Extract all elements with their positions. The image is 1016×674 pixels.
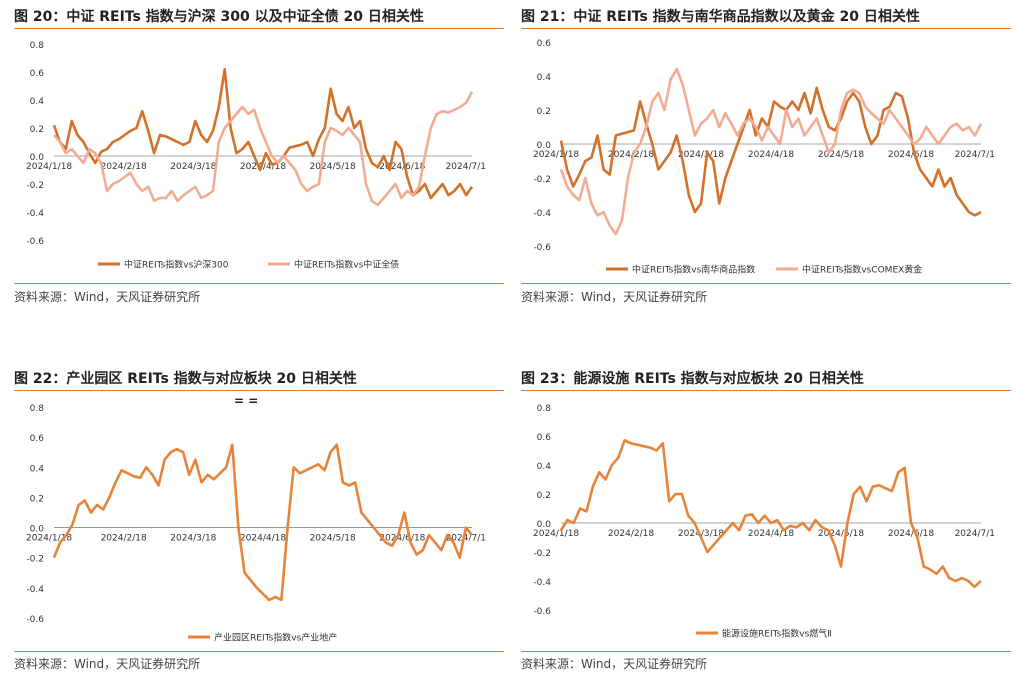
x-tick-label: 2024/1/18 [533,529,579,539]
source-note: 资料来源：Wind，天风证券研究所 [521,290,708,304]
source-rule [14,283,504,284]
x-tick-label: 2024/2/18 [101,534,147,544]
y-tick-label: -0.4 [26,209,44,219]
y-tick-label: 0.4 [537,462,552,472]
legend-label: 中证REITs指数vs沪深300 [124,259,229,271]
x-tick-label: 2024/2/18 [608,150,654,160]
source-note: 资料来源：Wind，天风证券研究所 [14,290,201,304]
y-tick-label: -0.6 [533,243,551,253]
x-tick-label: 2024/1/18 [533,150,579,160]
decoration-mark: = = [234,394,259,408]
x-tick-label: 2024/7/1 [446,534,486,544]
source-note: 资料来源：Wind，天风证券研究所 [14,657,201,671]
y-tick-label: -0.2 [533,175,551,185]
x-tick-label: 2024/1/18 [26,534,72,544]
series-line-1 [559,438,982,589]
x-tick-label: 2024/3/18 [170,534,216,544]
y-tick-label: -0.2 [26,181,44,191]
x-tick-label: 2024/3/18 [678,150,724,160]
y-tick-label: -0.4 [533,209,551,219]
x-tick-label: 2024/6/18 [379,162,425,172]
x-tick-label: 2024/2/18 [101,162,147,172]
y-tick-label: 0.2 [537,107,551,117]
y-tick-label: 0.4 [30,464,45,474]
chart-20: 0.8 0.6 0.4 0.2 0.0 -0.2 -0.4 -0.6 2024/1/18 2024… [26,41,486,271]
y-tick-label: 0.0 [537,520,552,530]
series-line-1 [52,67,474,200]
chart-23: 0.8 0.6 0.4 0.2 0.0 -0.2 -0.4 -0.6 2024/1/18 2024… [533,404,995,640]
series-line-2 [53,90,474,207]
y-tick-label: 0.6 [30,434,45,444]
x-tick-label: 2024/1/18 [26,162,72,172]
chart-22: 0.8 0.6 0.4 0.2 0.0 -0.2 -0.4 -0.6 2024/1/18 2024… [26,404,486,644]
y-tick-label: 0.2 [537,491,551,501]
source-note: 资料来源：Wind，天风证券研究所 [521,657,708,671]
y-tick-label: -0.6 [533,607,551,617]
y-tick-label: 0.4 [537,73,552,83]
x-tick-label: 2024/6/18 [888,529,934,539]
x-tick-label: 2024/3/18 [678,529,724,539]
y-tick-label: 0.8 [30,41,45,51]
y-tick-label: -0.4 [533,578,551,588]
series-line-2 [559,67,983,236]
y-tick-label: 0.8 [537,404,552,414]
y-tick-label: 0.6 [537,433,552,443]
legend-label: 产业园区REITs指数vs产业地产 [214,632,337,644]
x-tick-label: 2024/5/18 [818,150,864,160]
y-tick-label: 0.2 [30,494,44,504]
x-tick-label: 2024/4/18 [748,529,794,539]
title-rule [521,28,1011,29]
source-rule [521,651,1011,652]
y-tick-label: 0.0 [30,525,45,535]
legend-label: 中证REITs指数vs南华商品指数 [632,264,755,276]
series-line-1 [52,443,474,602]
x-tick-label: 2024/2/18 [608,529,654,539]
y-tick-label: 0.0 [537,141,552,151]
chart-21: 0.6 0.4 0.2 0.0 -0.2 -0.4 -0.6 2024/1/18 2024/2/… [533,39,995,276]
x-tick-label: 2024/5/18 [310,534,356,544]
x-tick-label: 2024/3/18 [170,162,216,172]
title-rule [521,390,1011,391]
y-tick-label: 0.6 [537,39,552,49]
legend-label: 能源设施REITs指数vs燃气Ⅱ [722,628,832,640]
x-tick-label: 2024/6/18 [379,534,425,544]
x-tick-label: 2024/4/18 [748,150,794,160]
y-tick-label: -0.6 [26,237,44,247]
y-tick-label: 0.4 [30,97,45,107]
x-tick-label: 2024/4/18 [240,162,286,172]
source-rule [14,651,504,652]
y-tick-label: -0.6 [26,615,44,625]
y-tick-label: 0.2 [30,125,44,135]
y-tick-label: 0.8 [30,404,45,414]
legend-label: 中证REITs指数vsCOMEX黄金 [802,264,922,276]
title-rule [14,390,504,391]
y-tick-label: 0.0 [30,153,45,163]
title-rule [14,28,504,29]
y-tick-label: -0.4 [26,585,44,595]
y-tick-label: -0.2 [533,549,551,559]
legend-label: 中证REITs指数vs中证全债 [294,259,399,271]
x-tick-label: 2024/6/18 [888,150,934,160]
chart-title: 图 23：能源设施 REITs 指数与对应板块 20 日相关性 [521,371,864,387]
chart-title: 图 22：产业园区 REITs 指数与对应板块 20 日相关性 [14,371,357,387]
x-tick-label: 2024/7/1 [446,162,486,172]
x-tick-label: 2024/5/18 [310,162,356,172]
y-tick-label: -0.2 [26,555,44,565]
x-tick-label: 2024/7/1 [955,529,995,539]
x-tick-label: 2024/5/18 [818,529,864,539]
x-tick-label: 2024/4/18 [240,534,286,544]
x-tick-label: 2024/7/1 [955,150,995,160]
y-tick-label: 0.6 [30,69,45,79]
chart-title: 图 21：中证 REITs 指数与南华商品指数以及黄金 20 日相关性 [521,9,920,25]
series-line-1 [559,86,982,217]
chart-title: 图 20：中证 REITs 指数与沪深 300 以及中证全债 20 日相关性 [14,9,424,25]
source-rule [521,283,1011,284]
